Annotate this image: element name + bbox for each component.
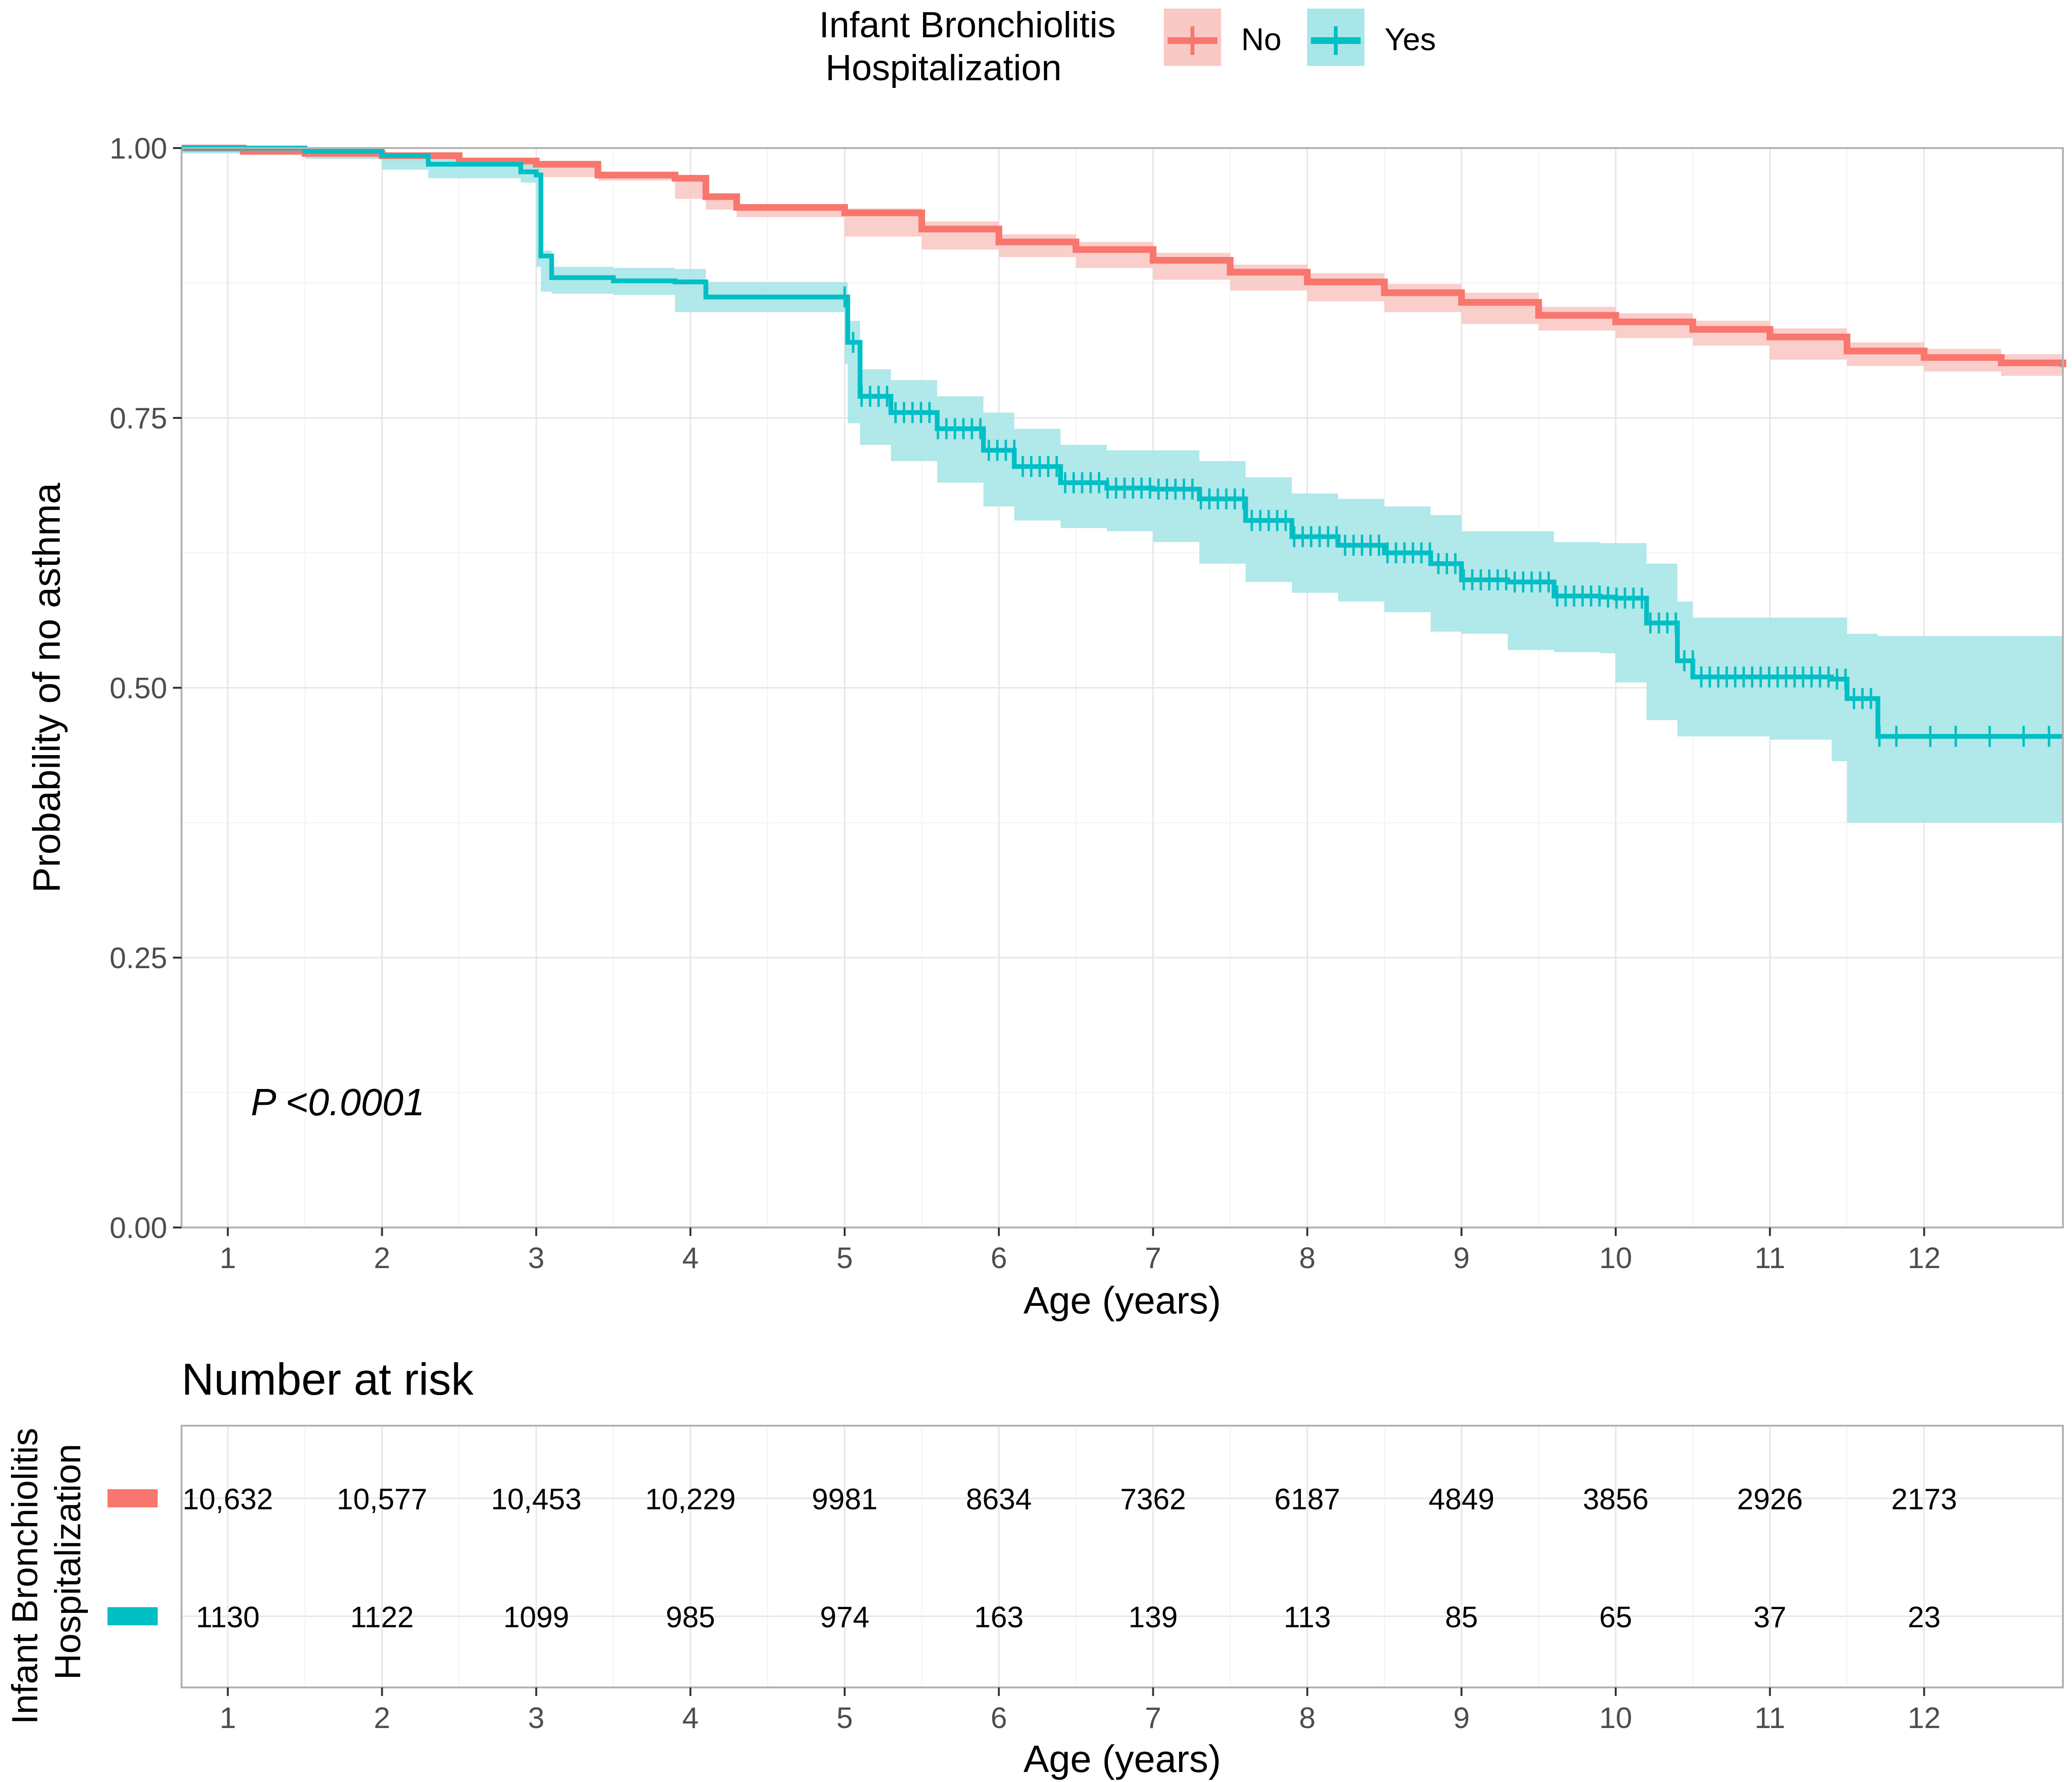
x-tick-label: 6 bbox=[991, 1242, 1007, 1275]
risk-x-tick-label: 11 bbox=[1755, 1702, 1785, 1735]
risk-count-yes: 37 bbox=[1753, 1601, 1786, 1634]
risk-count-yes: 163 bbox=[974, 1601, 1023, 1634]
ci-band-no bbox=[182, 148, 2063, 376]
risk-x-tick-label: 9 bbox=[1453, 1702, 1470, 1735]
y-tick-label: 1.00 bbox=[109, 132, 167, 165]
risk-count-yes: 974 bbox=[820, 1601, 869, 1634]
x-tick-label: 4 bbox=[682, 1242, 698, 1275]
risk-x-tick-label: 3 bbox=[528, 1702, 544, 1735]
risk-count-no: 7362 bbox=[1120, 1483, 1186, 1516]
y-tick-label: 0.00 bbox=[109, 1212, 167, 1245]
legend-key-no bbox=[1164, 9, 1221, 66]
plot-panel: 0.000.250.500.751.00 1 2 3 4 5 6 7 8 9 10 11 12 P <… bbox=[25, 132, 2066, 1322]
y-tick-label: 0.50 bbox=[109, 672, 167, 705]
risk-count-no: 3856 bbox=[1583, 1483, 1649, 1516]
risk-x-tick-label: 8 bbox=[1299, 1702, 1315, 1735]
risk-y-label-line2: Hospitalization bbox=[48, 1444, 88, 1680]
risk-count-no: 4849 bbox=[1428, 1483, 1494, 1516]
risk-x-tick-label: 5 bbox=[837, 1702, 853, 1735]
risk-x-tick-label: 1 bbox=[220, 1702, 236, 1735]
ci-band-yes bbox=[182, 148, 2063, 823]
risk-count-no: 2926 bbox=[1737, 1483, 1803, 1516]
risk-table-grid bbox=[182, 1426, 2063, 1687]
x-tick-label: 3 bbox=[528, 1242, 544, 1275]
curve-no bbox=[182, 145, 2066, 367]
risk-x-axis-ticks: 1 2 3 4 5 6 7 8 9 10 11 12 bbox=[220, 1687, 1941, 1735]
risk-x-axis-label: Age (years) bbox=[1023, 1738, 1221, 1780]
confidence-bands bbox=[182, 148, 2063, 823]
risk-count-no: 6187 bbox=[1274, 1483, 1340, 1516]
legend-label-yes: Yes bbox=[1385, 21, 1436, 57]
x-tick-label: 1 bbox=[220, 1242, 236, 1275]
risk-x-tick-label: 2 bbox=[374, 1702, 390, 1735]
risk-x-tick-label: 12 bbox=[1908, 1702, 1941, 1735]
survival-curves bbox=[182, 145, 2066, 739]
risk-count-yes: 85 bbox=[1445, 1601, 1478, 1634]
risk-x-tick-label: 10 bbox=[1599, 1702, 1632, 1735]
risk-count-yes: 1122 bbox=[350, 1601, 414, 1634]
risk-count-yes: 113 bbox=[1284, 1601, 1331, 1634]
risk-table-background bbox=[182, 1426, 2063, 1687]
risk-x-tick-label: 6 bbox=[991, 1702, 1007, 1735]
risk-count-no: 8634 bbox=[966, 1483, 1032, 1516]
legend-key-yes bbox=[1307, 9, 1364, 66]
y-tick-label: 0.75 bbox=[109, 402, 167, 435]
risk-count-yes: 1099 bbox=[503, 1601, 569, 1634]
x-tick-label: 8 bbox=[1299, 1242, 1315, 1275]
risk-count-no: 9981 bbox=[812, 1483, 878, 1516]
risk-count-yes: 1130 bbox=[196, 1601, 259, 1634]
risk-count-yes: 65 bbox=[1599, 1601, 1632, 1634]
x-tick-label: 11 bbox=[1755, 1242, 1785, 1275]
x-tick-label: 10 bbox=[1599, 1242, 1632, 1275]
x-tick-label: 12 bbox=[1908, 1242, 1941, 1275]
legend-title-line2: Hospitalization bbox=[826, 48, 1062, 88]
y-tick-label: 0.25 bbox=[109, 942, 167, 975]
legend-label-no: No bbox=[1241, 21, 1281, 57]
risk-count-no: 10,632 bbox=[183, 1483, 273, 1516]
risk-count-no: 10,453 bbox=[491, 1483, 582, 1516]
risk-x-tick-label: 7 bbox=[1145, 1702, 1161, 1735]
risk-count-no: 10,229 bbox=[645, 1483, 736, 1516]
x-tick-label: 5 bbox=[837, 1242, 853, 1275]
risk-x-tick-label: 4 bbox=[682, 1702, 698, 1735]
risk-table-title: Number at risk bbox=[182, 1354, 474, 1404]
x-tick-label: 2 bbox=[374, 1242, 390, 1275]
y-axis-label: Probability of no asthma bbox=[25, 482, 68, 893]
risk-count-no: 10,577 bbox=[337, 1483, 428, 1516]
legend-title-line1: Infant Bronchiolitis bbox=[819, 5, 1116, 45]
x-tick-label: 9 bbox=[1453, 1242, 1470, 1275]
curve-yes bbox=[182, 146, 2063, 739]
censor-marks bbox=[843, 286, 2051, 747]
risk-table: Number at risk 10,632 10,577 10,453 10,229 9… bbox=[5, 1354, 2064, 1780]
risk-row-key-no bbox=[107, 1489, 158, 1507]
x-axis-ticks: 1 2 3 4 5 6 7 8 9 10 11 12 bbox=[220, 1227, 1941, 1275]
risk-count-yes: 139 bbox=[1128, 1601, 1178, 1634]
legend: Infant Bronchiolitis Hospitalization No … bbox=[819, 5, 1436, 88]
risk-y-label-line1: Infant Bronchiolitis bbox=[5, 1428, 45, 1725]
y-axis-ticks: 0.00 0.25 0.50 0.75 1.00 bbox=[109, 132, 182, 1245]
risk-count-no: 2173 bbox=[1891, 1483, 1957, 1516]
risk-table-border bbox=[181, 1425, 2064, 1688]
pvalue-annotation: P <0.0001 bbox=[251, 1081, 425, 1123]
risk-count-yes: 23 bbox=[1908, 1601, 1941, 1634]
x-axis-label: Age (years) bbox=[1023, 1279, 1221, 1322]
risk-counts: 10,632 10,577 10,453 10,229 9981 8634 7362 6187… bbox=[183, 1483, 1957, 1634]
risk-count-yes: 985 bbox=[666, 1601, 715, 1634]
risk-row-key-yes bbox=[107, 1607, 158, 1625]
x-tick-label: 7 bbox=[1145, 1242, 1161, 1275]
